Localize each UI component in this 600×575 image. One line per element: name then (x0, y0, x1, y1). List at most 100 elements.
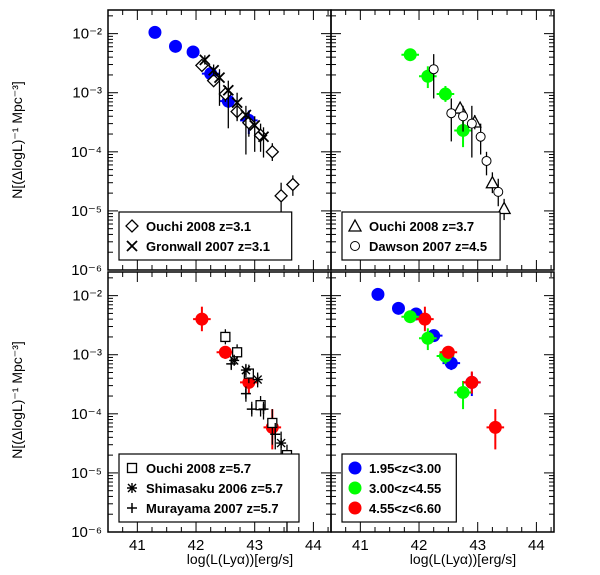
data-point (486, 409, 505, 450)
y-tick-label: 10⁻⁶ (71, 262, 102, 279)
data-point (401, 48, 420, 62)
data-point (220, 329, 231, 345)
data-point (270, 422, 281, 450)
y-tick-label: 10⁻³ (72, 347, 102, 364)
data-point (246, 401, 257, 417)
legend-symbol-triangle (347, 218, 363, 232)
data-point (454, 380, 472, 410)
panel-frames: 10⁻⁶ 10⁻⁵ 10⁻⁴ 10⁻³ 10⁻² 10⁻⁶ 10⁻⁵ 10⁻⁴ 10⁻³ 10⁻²… (71, 9, 555, 554)
data-point (186, 45, 200, 59)
y-tick-label: 10⁻⁵ (71, 465, 102, 482)
x-tick-label: 42 (188, 537, 205, 554)
legend-marker (347, 218, 363, 232)
series-2 (194, 58, 300, 217)
marker-cross (222, 84, 234, 96)
x-tick-label: 44 (528, 537, 545, 554)
data-point (265, 143, 280, 161)
marker-asterisk (240, 365, 251, 376)
y-axis-label-top: N[(ΔlogL)⁻¹ Mpc⁻³] (9, 81, 25, 198)
marker-filled-circle (441, 345, 455, 359)
panel-frame-bottom-right (330, 271, 555, 533)
marker-cross (199, 54, 211, 66)
legend-label: 3.00<z<4.55 (369, 481, 441, 496)
marker-filled-circle (391, 301, 405, 315)
series-3 (229, 354, 287, 463)
marker-open-circle (481, 155, 492, 166)
data-point (222, 80, 234, 129)
x-tick-label: 41 (352, 537, 369, 554)
data-point (226, 357, 237, 371)
series-3 (416, 306, 505, 450)
x-tick-label: 42 (411, 537, 428, 554)
data-point (481, 151, 492, 176)
marker-open-circle (466, 118, 477, 129)
marker-cross (249, 119, 261, 132)
legend-label: Ouchi 2008 z=3.1 (146, 219, 251, 234)
marker-filled-circle (195, 312, 209, 326)
legend-symbol-asterisk (127, 483, 137, 493)
series-1 (401, 48, 472, 148)
marker-asterisk (229, 355, 240, 366)
legend-symbol-filled-circle (348, 481, 362, 495)
y-tick-label: 10⁻⁴ (71, 406, 102, 423)
legend-marker (126, 462, 138, 474)
data-point (258, 401, 269, 420)
marker-cross (213, 72, 226, 84)
data-point (463, 371, 481, 394)
legend-label: Dawson 2007 z=4.5 (369, 239, 487, 254)
marker-filled-circle (148, 25, 162, 39)
data-point (240, 105, 252, 155)
y-tick-label: 10⁻⁵ (71, 203, 102, 220)
series-2 (401, 310, 472, 410)
marker-filled-circle (403, 48, 417, 62)
legend-marker (348, 501, 362, 515)
legend-label: 4.55<z<6.60 (369, 501, 441, 516)
marker-diamond (265, 144, 280, 159)
marker-triangle (497, 201, 512, 215)
marker-open-circle (446, 108, 457, 119)
data-point (475, 123, 486, 155)
marker-square (267, 417, 278, 429)
legend-symbol-filled-circle (348, 461, 362, 475)
marker-square (220, 331, 231, 343)
y-tick-label: 10⁻³ (72, 85, 102, 102)
data-point (497, 198, 512, 221)
data-point (213, 69, 226, 106)
y-tick-label: 10⁻⁴ (71, 144, 102, 161)
data-point (207, 64, 220, 77)
legend-marker (126, 240, 138, 252)
legend-label: Shimasaku 2006 z=5.7 (146, 481, 283, 496)
legend-marker (125, 219, 139, 233)
marker-filled-circle (456, 385, 470, 399)
panel-frame-top-right (330, 9, 555, 271)
marker-cross (231, 96, 243, 109)
marker-open-circle (493, 186, 504, 197)
legend-marker (348, 481, 362, 495)
marker-diamond (274, 188, 289, 203)
series-3 (428, 54, 504, 207)
marker-open-circle (475, 131, 486, 142)
data-point (285, 175, 300, 196)
x-tick-label: 44 (305, 537, 322, 554)
data-point (416, 306, 434, 332)
x-tick-label: 43 (469, 537, 486, 554)
legend-box (341, 211, 501, 261)
marker-plus (226, 358, 237, 369)
marker-filled-circle (218, 345, 232, 359)
data-point (428, 54, 439, 99)
marker-filled-circle (421, 331, 435, 345)
legend-symbol-open-circle (350, 241, 360, 251)
data-point (252, 372, 263, 388)
data-point (466, 105, 477, 158)
legend-marker (127, 483, 137, 493)
data-point (168, 39, 182, 53)
marker-asterisk (276, 438, 287, 449)
data-point (231, 92, 243, 120)
data-point (391, 301, 405, 315)
panel-bottom-left: Ouchi 2008 z=5.7 Shimasaku 2006 z=5.7 Mura… (118, 306, 300, 532)
y-tick-label: 10⁻⁶ (71, 524, 102, 541)
panel-top-left: Ouchi 2008 z=3.1 Gronwall 2007 z=3.1 (118, 25, 300, 261)
x-tick-label: 41 (129, 537, 146, 554)
